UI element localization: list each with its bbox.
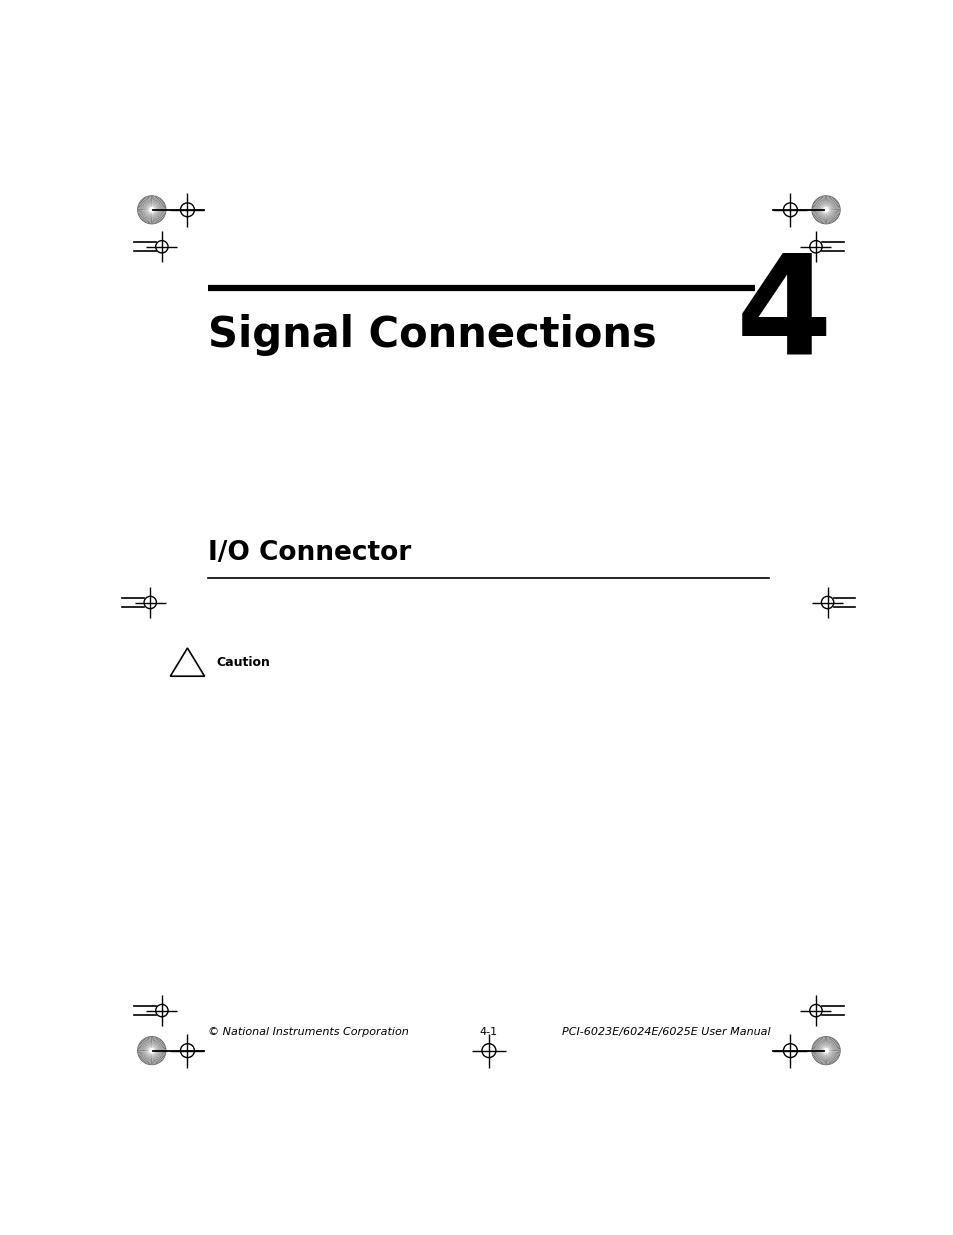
Circle shape bbox=[823, 1049, 827, 1052]
Text: 4: 4 bbox=[735, 248, 832, 383]
Circle shape bbox=[811, 1036, 840, 1065]
Circle shape bbox=[137, 1036, 166, 1065]
Text: Signal Connections: Signal Connections bbox=[208, 314, 657, 356]
Text: I/O Connector: I/O Connector bbox=[208, 540, 411, 567]
Circle shape bbox=[150, 1049, 153, 1052]
Circle shape bbox=[137, 196, 166, 224]
Text: 4-1: 4-1 bbox=[479, 1028, 497, 1037]
Text: © National Instruments Corporation: © National Instruments Corporation bbox=[208, 1028, 409, 1037]
Circle shape bbox=[823, 207, 827, 211]
Text: Caution: Caution bbox=[216, 656, 270, 669]
Circle shape bbox=[811, 196, 840, 224]
Circle shape bbox=[150, 207, 153, 211]
Text: PCI-6023E/6024E/6025E User Manual: PCI-6023E/6024E/6025E User Manual bbox=[561, 1028, 769, 1037]
